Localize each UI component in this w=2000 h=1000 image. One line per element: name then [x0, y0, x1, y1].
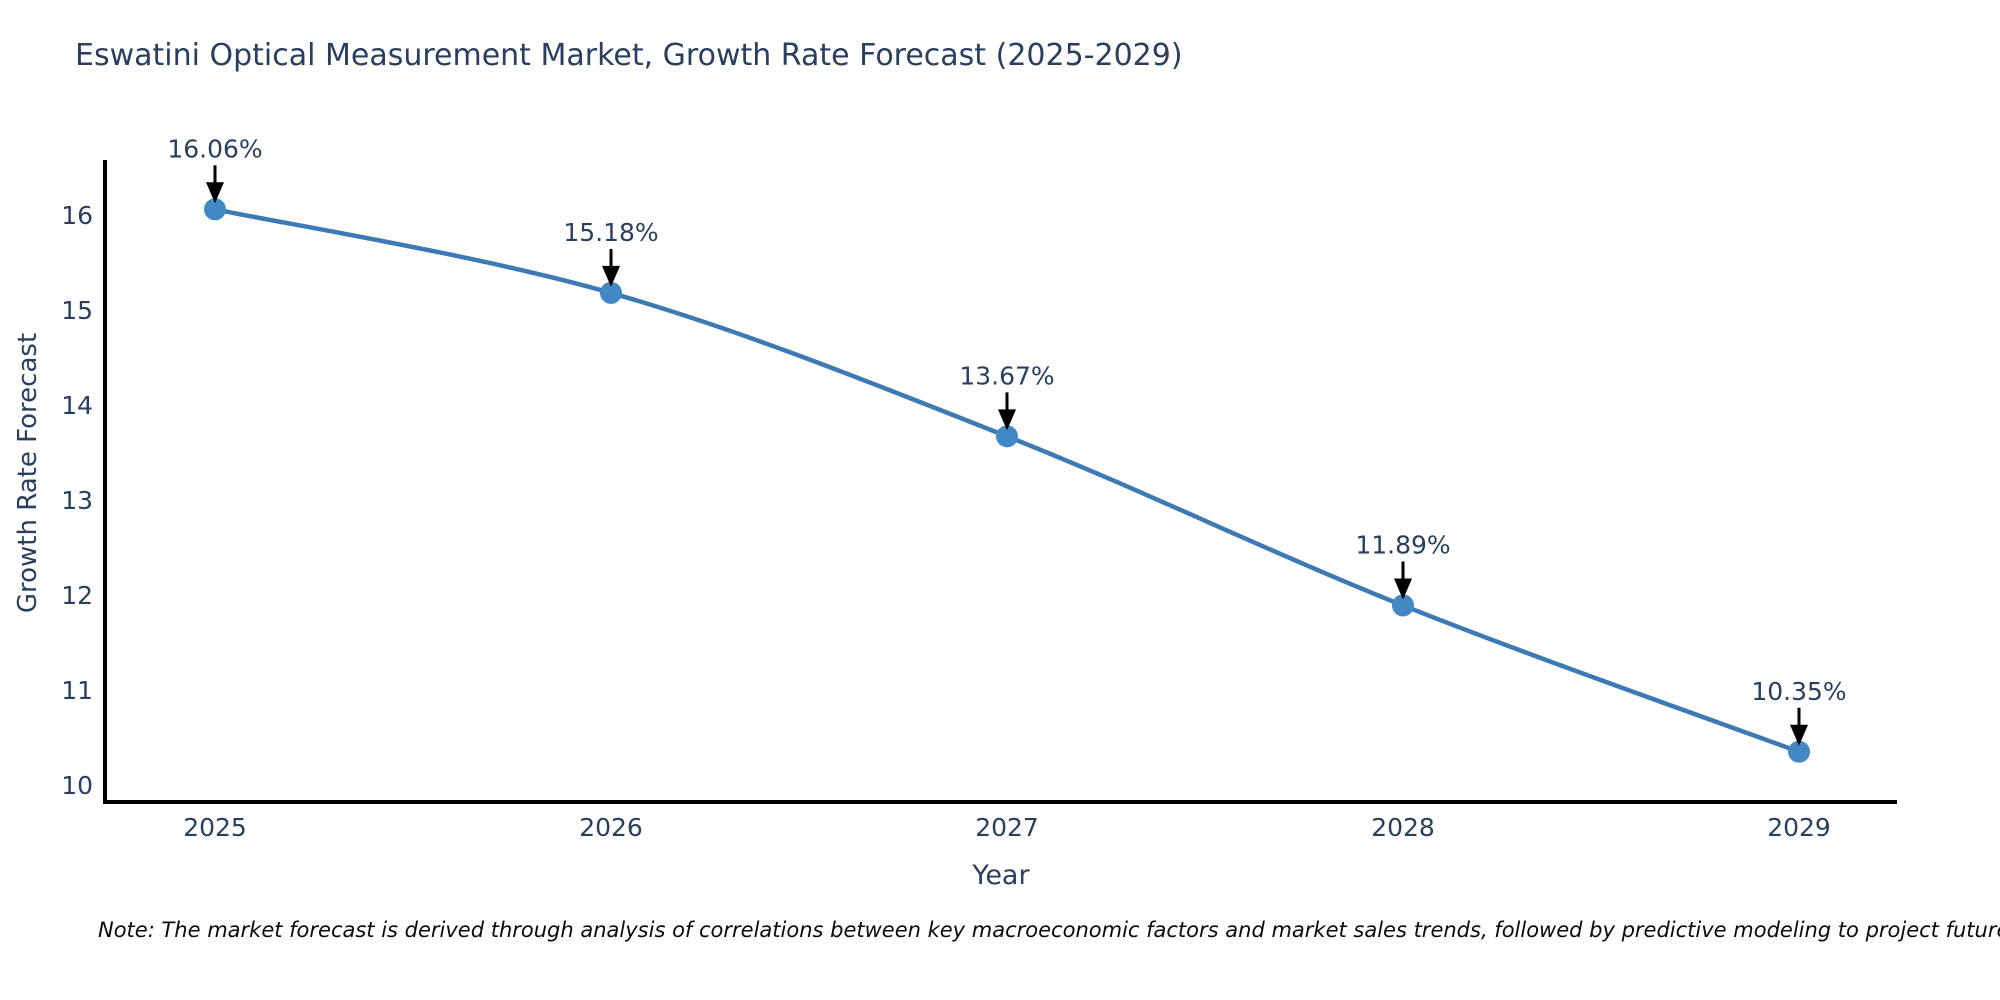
y-tick-label: 16: [61, 201, 93, 230]
y-tick-label: 14: [61, 391, 93, 420]
chart-footnote: Note: The market forecast is derived thr…: [98, 918, 2000, 942]
annotation-arrow-head: [206, 182, 224, 204]
data-point-label: 13.67%: [959, 361, 1054, 390]
x-axis-title: Year: [972, 860, 1030, 891]
data-point-marker: [600, 281, 622, 304]
y-tick-label: 11: [61, 676, 93, 705]
y-tick-label: 13: [61, 486, 93, 515]
data-point-marker: [1788, 740, 1810, 763]
annotation-arrow-head: [1394, 578, 1412, 600]
data-point-label: 11.89%: [1355, 530, 1450, 559]
growth-rate-line: [212, 207, 1802, 754]
data-point-label: 16.06%: [167, 134, 262, 163]
x-tick-label: 2027: [975, 813, 1039, 842]
x-tick-label: 2028: [1371, 813, 1435, 842]
annotation-arrow-head: [602, 265, 620, 287]
data-point-label: 10.35%: [1751, 677, 1846, 706]
y-tick-label: 15: [61, 296, 93, 325]
x-tick-label: 2029: [1767, 813, 1831, 842]
y-tick-label: 12: [61, 581, 93, 610]
y-tick-label: 10: [61, 771, 93, 800]
chart-title: Eswatini Optical Measurement Market, Gro…: [75, 38, 1183, 73]
x-tick-label: 2025: [183, 813, 247, 842]
annotation-arrow-head: [1790, 724, 1808, 746]
x-tick-label: 2026: [579, 813, 643, 842]
data-point-marker: [996, 425, 1018, 448]
annotation-arrow-head: [998, 409, 1016, 431]
data-point-label: 15.18%: [563, 218, 658, 247]
data-point-marker: [204, 198, 226, 221]
data-point-marker: [1392, 594, 1414, 617]
